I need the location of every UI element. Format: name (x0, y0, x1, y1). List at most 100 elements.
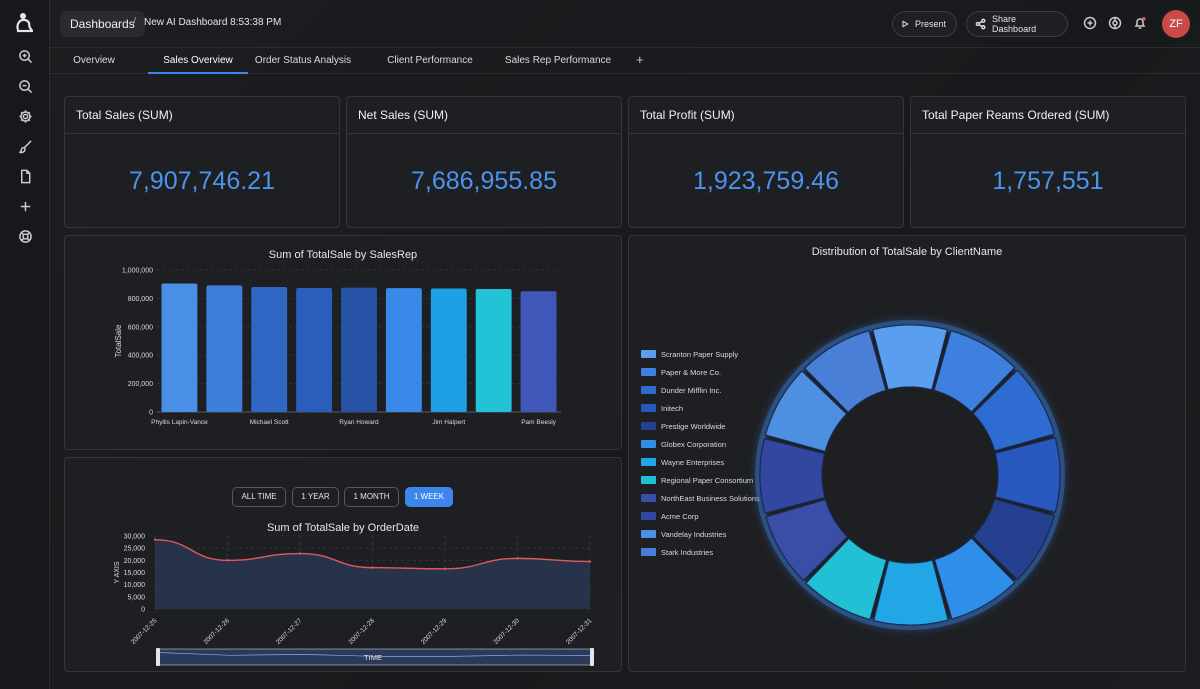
donut-slice-2[interactable] (933, 330, 1016, 413)
legend-swatch (641, 530, 656, 538)
x-tick-label: 2007-12-27 (275, 617, 304, 646)
y-tick-label: 10,000 (124, 582, 146, 589)
present-button[interactable]: Present (892, 11, 957, 37)
legend-label: Dunder Mifflin Inc. (661, 385, 722, 395)
kpi-value: 7,686,955.85 (411, 167, 557, 195)
range-all-time-button[interactable]: ALL TIME (232, 487, 286, 507)
kpi-value: 7,907,746.21 (129, 167, 275, 195)
x-tick-label: 2007-12-26 (202, 617, 231, 646)
donut-slice-6[interactable] (933, 537, 1016, 620)
plus-icon[interactable] (15, 196, 35, 216)
donut-slice-9[interactable] (765, 498, 848, 581)
legend-item[interactable]: Vandelay Industries (641, 529, 726, 539)
x-tick-label: Jim Halpert (432, 419, 465, 426)
zoom-out-icon[interactable] (15, 76, 35, 96)
kpi-value: 1,757,551 (992, 167, 1104, 195)
range-1-year-button[interactable]: 1 YEAR (292, 487, 339, 507)
navigator-handle-right[interactable] (590, 648, 594, 666)
legend-label: Wayne Enterprises (661, 457, 725, 467)
share-dashboard-button[interactable]: Share Dashboard (966, 11, 1068, 37)
tab-order-status-analysis[interactable]: Order Status Analysis (254, 55, 352, 66)
donut-slice-11[interactable] (764, 370, 848, 453)
play-icon (902, 20, 909, 28)
donut-slice-3[interactable] (972, 369, 1055, 452)
breadcrumb-dashboards[interactable]: Dashboards (60, 11, 145, 37)
donut-slice-1[interactable] (872, 324, 948, 391)
kpi-card-paper-reams[interactable]: Total Paper Reams Ordered (SUM) 1,757,55… (910, 96, 1186, 228)
y-axis-label: TotalSale (114, 324, 123, 357)
bar-5[interactable] (341, 287, 377, 412)
line-point[interactable] (153, 538, 157, 541)
user-avatar[interactable]: ZF (1162, 10, 1190, 38)
legend-item[interactable]: Acme Corp (641, 511, 699, 521)
zoom-in-icon[interactable] (15, 46, 35, 66)
legend-item[interactable]: Initech (641, 403, 683, 413)
settings-icon[interactable] (1108, 16, 1122, 30)
navigator-handle-left[interactable] (156, 648, 160, 666)
document-icon[interactable] (15, 166, 35, 186)
legend-item[interactable]: Globex Corporation (641, 439, 726, 449)
bar-3[interactable] (251, 287, 288, 412)
tab-sales-overview[interactable]: Sales Overview (148, 48, 248, 74)
bar-chart-card[interactable]: Sum of TotalSale by SalesRep (64, 235, 622, 450)
range-1-month-button[interactable]: 1 MONTH (344, 487, 399, 507)
line-point[interactable] (443, 567, 447, 571)
legend-item[interactable]: Regional Paper Consortium (641, 475, 753, 485)
notification-bell-icon[interactable] (1133, 16, 1147, 30)
line-point[interactable] (516, 557, 519, 560)
bar-chart: 0 200,000 400,000 600,000 800,000 1,000,000 To… (114, 268, 561, 426)
legend-item[interactable]: Stark Industries (641, 547, 713, 557)
legend-item[interactable]: Wayne Enterprises (641, 457, 724, 467)
legend-item[interactable]: Dunder Mifflin Inc. (641, 385, 721, 395)
range-1-week-button[interactable]: 1 WEEK (405, 487, 453, 507)
bar-9[interactable] (520, 291, 557, 412)
bar-6[interactable] (385, 288, 422, 412)
legend-item[interactable]: NorthEast Business Solutions (641, 493, 760, 503)
line-point[interactable] (371, 566, 374, 569)
kpi-card-total-profit[interactable]: Total Profit (SUM) 1,923,759.46 (628, 96, 904, 228)
bar-2[interactable] (206, 285, 243, 412)
dashboard-title[interactable]: New AI Dashboard 8:53:38 PM (144, 17, 282, 28)
bar-1[interactable] (161, 283, 198, 412)
bar-7[interactable] (430, 288, 467, 412)
line-point[interactable] (298, 552, 302, 555)
legend-label: Initech (661, 403, 684, 413)
legend-item[interactable]: Scranton Paper Supply (641, 349, 738, 359)
add-circle-icon[interactable] (1083, 16, 1097, 30)
legend-item[interactable]: Prestige Worldwide (641, 421, 725, 431)
legend-label: Vandelay Industries (661, 529, 727, 539)
bar-4[interactable] (296, 288, 333, 412)
tab-sales-rep-performance[interactable]: Sales Rep Performance (504, 55, 612, 66)
line-chart: 0 5,000 10,000 15,000 20,000 25,000 30,000 Y AX… (114, 534, 594, 666)
donut-slice-5[interactable] (972, 498, 1055, 581)
donut-glow (755, 320, 1065, 630)
donut-slice-12[interactable] (804, 330, 887, 413)
donut-slice-7[interactable] (873, 559, 949, 626)
x-tick-label: 2007-12-28 (347, 617, 376, 646)
tab-overview[interactable]: Overview (73, 55, 115, 66)
gear-icon[interactable] (15, 106, 35, 126)
y-tick-label: 15,000 (124, 570, 146, 577)
navigator-line (157, 652, 593, 657)
add-tab-button[interactable]: + (636, 52, 644, 67)
brush-icon[interactable] (15, 136, 35, 156)
legend-label: Stark Industries (661, 547, 714, 557)
app-logo-icon[interactable] (12, 10, 38, 36)
bar-chart-title: Sum of TotalSale by SalesRep (268, 249, 418, 261)
tab-client-performance[interactable]: Client Performance (387, 55, 473, 66)
legend-item[interactable]: Paper & More Co. (641, 367, 721, 377)
line-point[interactable] (226, 559, 229, 562)
donut-slice-10[interactable] (759, 438, 826, 514)
legend-label: Globex Corporation (661, 439, 727, 449)
donut-slice-4[interactable] (994, 437, 1061, 513)
support-icon[interactable] (15, 226, 35, 246)
line-point[interactable] (588, 560, 592, 563)
top-bar: Dashboards / New AI Dashboard 8:53:38 PM… (50, 0, 1200, 48)
kpi-card-net-sales[interactable]: Net Sales (SUM) 7,686,955.85 (346, 96, 622, 228)
bar-8[interactable] (475, 289, 512, 412)
kpi-card-total-sales[interactable]: Total Sales (SUM) 7,907,746.21 (64, 96, 340, 228)
x-tick-label: Michael Scott (250, 419, 289, 426)
present-label: Present (914, 19, 946, 29)
x-tick-label: 2007-12-29 (420, 617, 449, 646)
donut-slice-8[interactable] (805, 537, 888, 621)
